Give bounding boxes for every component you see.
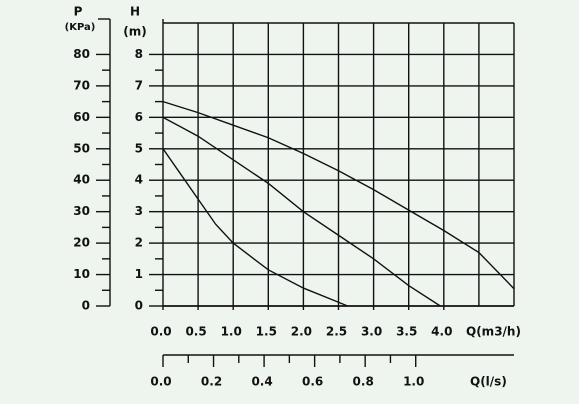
x2-tick-label: 1.0 [403, 375, 424, 389]
p-tick-label: 80 [73, 47, 90, 61]
p-tick-label: 60 [73, 110, 90, 124]
p-tick-label: 10 [73, 267, 90, 281]
y-tick-label: 4 [135, 173, 143, 187]
x-tick-label: 0.0 [150, 325, 171, 339]
y-axis-label: H [130, 5, 140, 19]
y-tick-label: 5 [135, 141, 143, 155]
p-tick-label: 40 [73, 173, 90, 187]
curve [162, 100, 515, 290]
x-tick-label: 1.5 [256, 325, 277, 339]
p-axis-unit: (KPa) [65, 22, 96, 33]
y-axis-unit: (m) [123, 25, 146, 39]
x-tick-label: 3.5 [396, 325, 417, 339]
x2-tick-label: 0.0 [150, 375, 171, 389]
x2-tick-label: 0.8 [353, 375, 374, 389]
x2-axis-label: Q(l/s) [470, 375, 507, 389]
x-tick-label: 2.0 [291, 325, 312, 339]
curve [162, 148, 348, 307]
y-tick-label: 8 [135, 47, 143, 61]
x2-tick-label: 0.6 [302, 375, 323, 389]
p-axis-label: P [74, 5, 83, 19]
y-tick-label: 6 [135, 110, 143, 124]
x-axis-label: Q(m3/h) [466, 325, 521, 339]
y-tick-label: 0 [135, 299, 143, 313]
p-tick-label: 0 [82, 299, 90, 313]
p-tick-label: 30 [73, 204, 90, 218]
p-tick-label: 20 [73, 236, 90, 250]
x-tick-label: 1.0 [221, 325, 242, 339]
x-tick-label: 0.5 [185, 325, 206, 339]
x2-tick-label: 0.4 [251, 375, 272, 389]
x-tick-label: 2.5 [326, 325, 347, 339]
y-tick-label: 2 [135, 236, 143, 250]
x-tick-label: 3.0 [361, 325, 382, 339]
y-tick-label: 7 [135, 78, 143, 92]
y-tick-label: 1 [135, 267, 143, 281]
p-tick-label: 70 [73, 78, 90, 92]
x-tick-label: 4.0 [431, 325, 452, 339]
x2-tick-label: 0.2 [201, 375, 222, 389]
y-tick-label: 3 [135, 204, 143, 218]
curve [162, 116, 441, 307]
p-tick-label: 50 [73, 141, 90, 155]
